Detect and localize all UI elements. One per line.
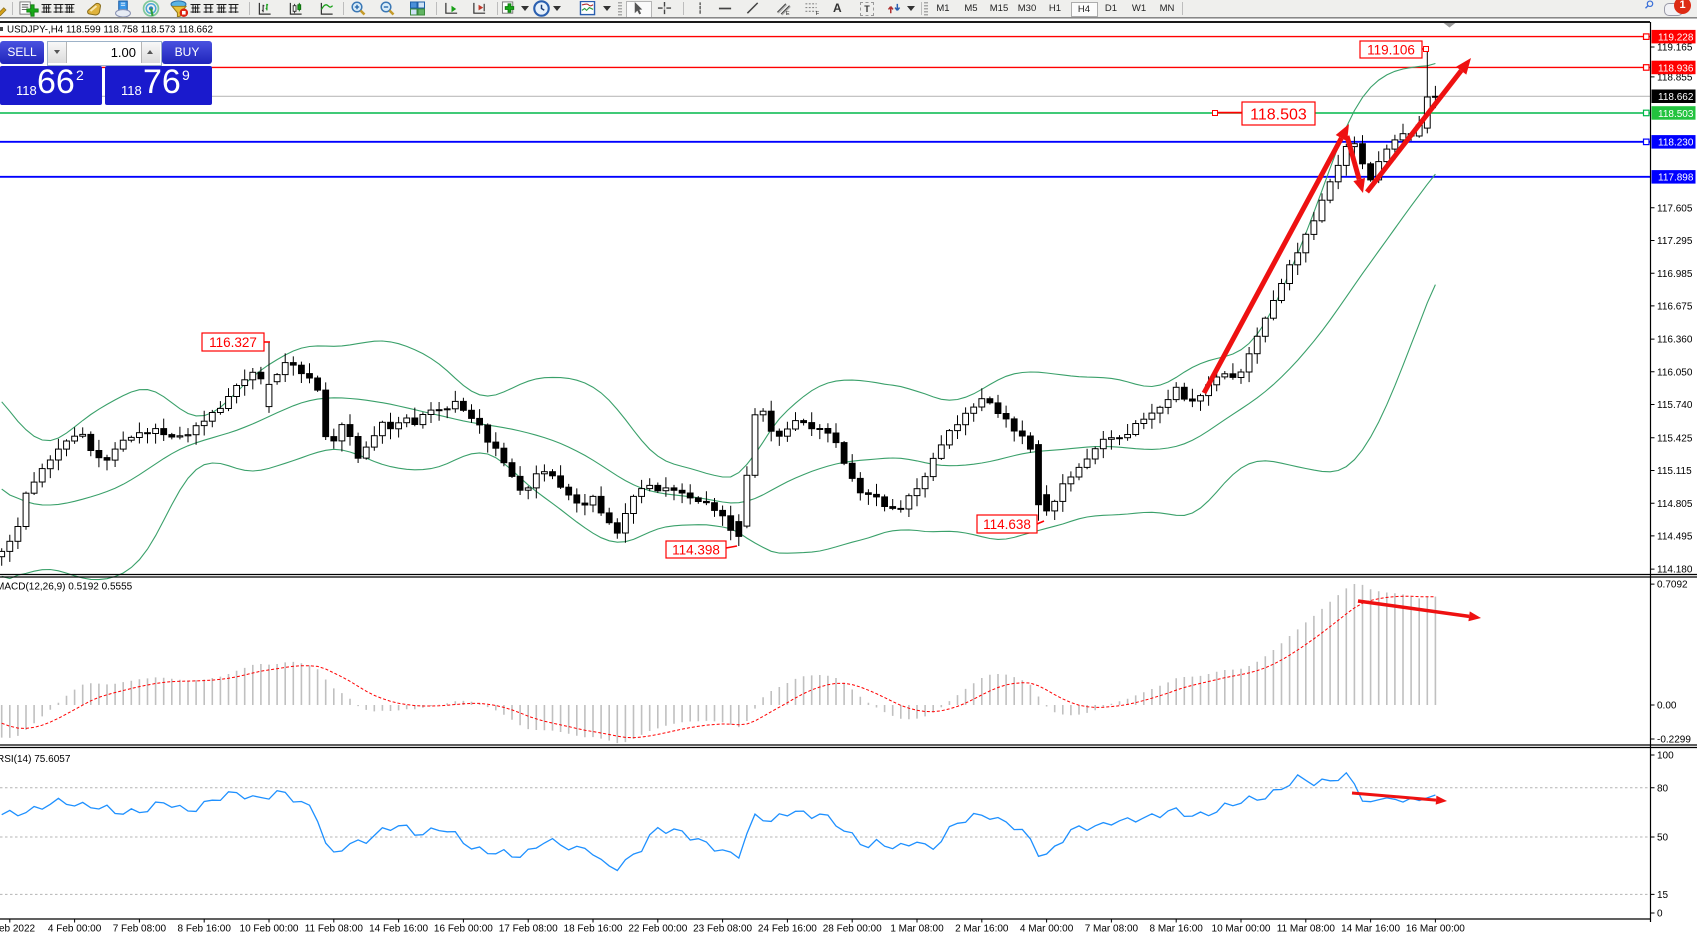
svg-text:17 Feb 08:00: 17 Feb 08:00 [499,924,558,935]
svg-text:115.740: 115.740 [1657,400,1693,411]
svg-text:118.662: 118.662 [1658,92,1694,103]
svg-text:118.936: 118.936 [1658,63,1694,74]
svg-text:16 Mar 00:00: 16 Mar 00:00 [1406,924,1465,935]
svg-text:117.605: 117.605 [1657,203,1693,214]
svg-text:100: 100 [1657,751,1674,762]
svg-text:0: 0 [1657,909,1663,920]
svg-text:F: F [816,11,820,16]
svg-text:USDJPY-,H4 118.599 118.758 11: USDJPY-,H4 118.599 118.758 118.573 118.6… [7,25,213,36]
svg-text:22 Feb 00:00: 22 Feb 00:00 [628,924,687,935]
svg-text:115.115: 115.115 [1657,466,1692,477]
svg-text:-0.2299: -0.2299 [1657,735,1691,746]
svg-text:116.050: 116.050 [1657,367,1693,378]
svg-text:118.503: 118.503 [1658,109,1694,120]
svg-text:15: 15 [1657,890,1669,901]
svg-text:116.675: 116.675 [1657,302,1693,313]
svg-text:4 Mar 00:00: 4 Mar 00:00 [1020,924,1074,935]
svg-text:14 Feb 16:00: 14 Feb 16:00 [369,924,428,935]
svg-text:14 Mar 16:00: 14 Mar 16:00 [1341,924,1400,935]
svg-text:7 Mar 08:00: 7 Mar 08:00 [1085,924,1139,935]
svg-text:16 Feb 00:00: 16 Feb 00:00 [434,924,493,935]
svg-text:23 Feb 08:00: 23 Feb 08:00 [693,924,752,935]
svg-text:8 Feb 16:00: 8 Feb 16:00 [178,924,232,935]
svg-text:18 Feb 16:00: 18 Feb 16:00 [564,924,623,935]
svg-text:10 Mar 00:00: 10 Mar 00:00 [1212,924,1271,935]
svg-text:2 Mar 16:00: 2 Mar 16:00 [955,924,1009,935]
svg-text:115.425: 115.425 [1657,433,1693,444]
svg-text:116.360: 116.360 [1657,335,1693,346]
svg-text:117.295: 117.295 [1657,236,1693,247]
svg-text:8 Mar 16:00: 8 Mar 16:00 [1150,924,1204,935]
svg-text:10 Feb 00:00: 10 Feb 00:00 [240,924,299,935]
svg-text:118.855: 118.855 [1657,73,1693,84]
svg-text:117.898: 117.898 [1658,173,1694,184]
svg-text:3 Feb 2022: 3 Feb 2022 [0,924,36,935]
svg-text:118.230: 118.230 [1658,138,1694,149]
svg-text:116.985: 116.985 [1657,269,1693,280]
svg-text:119.106: 119.106 [1367,42,1415,57]
svg-text:114.638: 114.638 [983,517,1031,532]
svg-text:114.805: 114.805 [1657,499,1693,510]
svg-text:114.180: 114.180 [1657,565,1693,576]
svg-text:119.165: 119.165 [1657,43,1693,54]
svg-text:4 Feb 00:00: 4 Feb 00:00 [48,924,102,935]
svg-text:11 Mar 08:00: 11 Mar 08:00 [1277,924,1336,935]
svg-text:7 Feb 08:00: 7 Feb 08:00 [113,924,167,935]
svg-text:MACD(12,26,9) 0.5192 0.5555: MACD(12,26,9) 0.5192 0.5555 [0,582,133,593]
svg-text:114.495: 114.495 [1657,532,1693,543]
svg-text:24 Feb 16:00: 24 Feb 16:00 [758,924,817,935]
svg-text:RSI(14) 75.6057: RSI(14) 75.6057 [0,754,71,765]
svg-text:80: 80 [1657,783,1669,794]
svg-text:1 Mar 08:00: 1 Mar 08:00 [890,924,944,935]
svg-text:28 Feb 00:00: 28 Feb 00:00 [823,924,882,935]
svg-text:0.7092: 0.7092 [1657,580,1688,591]
svg-text:50: 50 [1657,833,1669,844]
svg-text:119.228: 119.228 [1658,33,1694,44]
svg-text:116.327: 116.327 [209,335,257,350]
svg-text:11 Feb 08:00: 11 Feb 08:00 [305,924,364,935]
svg-text:0.00: 0.00 [1657,701,1677,712]
svg-text:118.503: 118.503 [1250,106,1307,123]
svg-text:E: E [786,11,790,16]
svg-text:114.398: 114.398 [672,542,720,557]
